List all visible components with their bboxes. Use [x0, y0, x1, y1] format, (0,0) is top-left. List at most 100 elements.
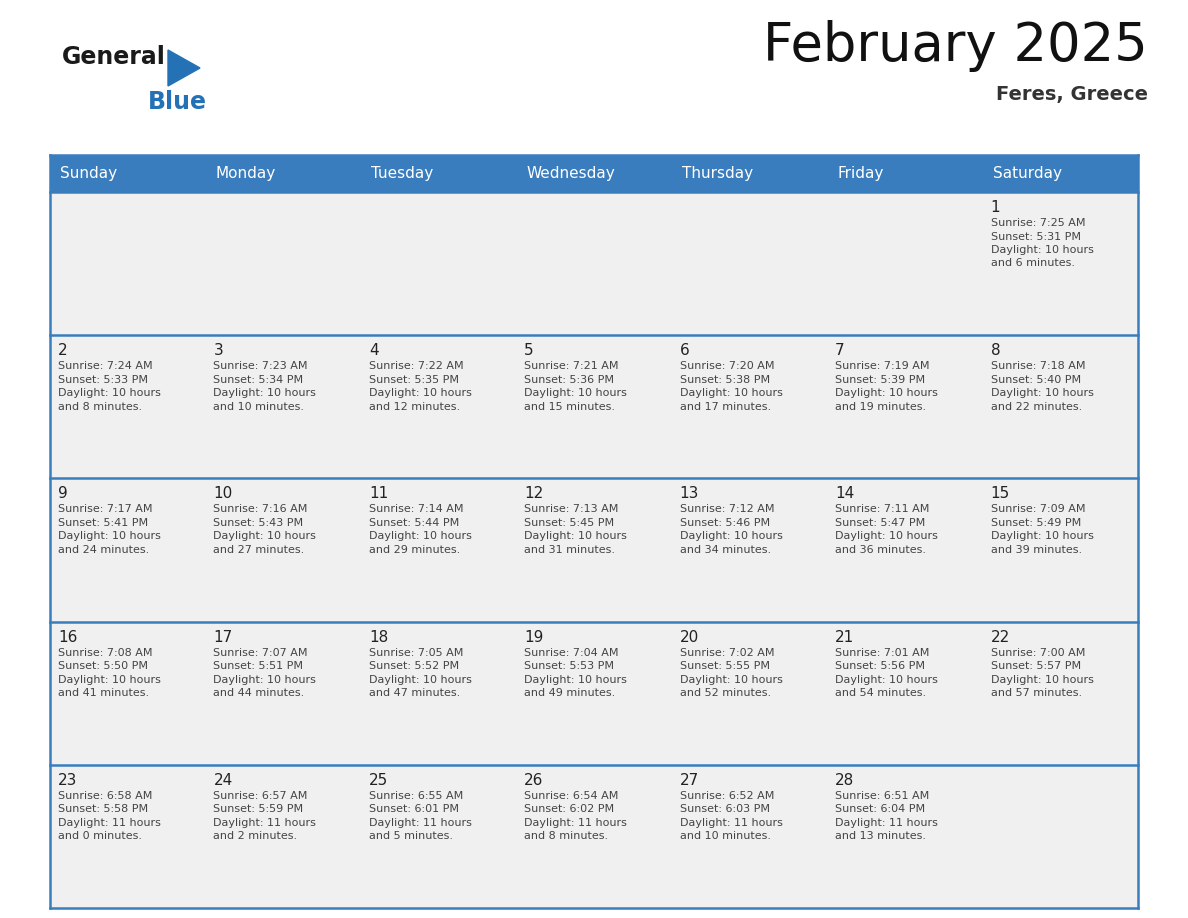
Text: 7: 7 — [835, 343, 845, 358]
Text: Sunset: 5:44 PM: Sunset: 5:44 PM — [368, 518, 459, 528]
Text: Sunrise: 7:08 AM: Sunrise: 7:08 AM — [58, 647, 152, 657]
Text: and 29 minutes.: and 29 minutes. — [368, 545, 460, 554]
Text: 22: 22 — [991, 630, 1010, 644]
Bar — [206, 621, 361, 765]
Text: Daylight: 10 hours: Daylight: 10 hours — [835, 675, 939, 685]
Bar — [827, 621, 982, 765]
Bar — [671, 621, 827, 765]
Text: Friday: Friday — [838, 166, 884, 181]
Text: and 8 minutes.: and 8 minutes. — [524, 832, 608, 841]
Text: Saturday: Saturday — [992, 166, 1062, 181]
Text: Sunset: 5:56 PM: Sunset: 5:56 PM — [835, 661, 925, 671]
Text: Sunrise: 7:22 AM: Sunrise: 7:22 AM — [368, 361, 463, 371]
Bar — [517, 192, 671, 335]
Text: Daylight: 10 hours: Daylight: 10 hours — [368, 675, 472, 685]
Text: 25: 25 — [368, 773, 388, 788]
Text: Sunset: 5:47 PM: Sunset: 5:47 PM — [835, 518, 925, 528]
Bar — [982, 478, 1138, 621]
Text: Sunset: 5:53 PM: Sunset: 5:53 PM — [524, 661, 614, 671]
Bar — [50, 765, 206, 908]
Text: Sunrise: 7:04 AM: Sunrise: 7:04 AM — [524, 647, 619, 657]
Text: Sunrise: 6:51 AM: Sunrise: 6:51 AM — [835, 790, 929, 800]
Bar — [517, 621, 671, 765]
Bar — [982, 192, 1138, 335]
Text: and 19 minutes.: and 19 minutes. — [835, 402, 927, 411]
Text: Sunset: 5:50 PM: Sunset: 5:50 PM — [58, 661, 148, 671]
Text: Daylight: 10 hours: Daylight: 10 hours — [991, 532, 1093, 542]
Text: Daylight: 10 hours: Daylight: 10 hours — [214, 675, 316, 685]
Text: Sunrise: 6:55 AM: Sunrise: 6:55 AM — [368, 790, 463, 800]
Bar — [671, 335, 827, 478]
Text: Daylight: 10 hours: Daylight: 10 hours — [680, 388, 783, 398]
Text: and 49 minutes.: and 49 minutes. — [524, 688, 615, 698]
Text: Monday: Monday — [215, 166, 276, 181]
Text: Sunset: 5:38 PM: Sunset: 5:38 PM — [680, 375, 770, 385]
Text: and 31 minutes.: and 31 minutes. — [524, 545, 615, 554]
Text: Blue: Blue — [148, 90, 207, 114]
Text: and 13 minutes.: and 13 minutes. — [835, 832, 927, 841]
Bar — [827, 335, 982, 478]
Text: Sunset: 5:43 PM: Sunset: 5:43 PM — [214, 518, 304, 528]
Text: and 6 minutes.: and 6 minutes. — [991, 259, 1075, 268]
Text: 24: 24 — [214, 773, 233, 788]
Bar — [517, 478, 671, 621]
Text: Daylight: 11 hours: Daylight: 11 hours — [680, 818, 783, 828]
Text: Daylight: 10 hours: Daylight: 10 hours — [524, 532, 627, 542]
Text: 14: 14 — [835, 487, 854, 501]
Text: Daylight: 10 hours: Daylight: 10 hours — [835, 388, 939, 398]
Text: 5: 5 — [524, 343, 533, 358]
Text: Sunrise: 7:00 AM: Sunrise: 7:00 AM — [991, 647, 1085, 657]
Text: and 8 minutes.: and 8 minutes. — [58, 402, 143, 411]
Bar — [982, 765, 1138, 908]
Text: Daylight: 10 hours: Daylight: 10 hours — [214, 388, 316, 398]
Text: Tuesday: Tuesday — [371, 166, 434, 181]
Text: Daylight: 10 hours: Daylight: 10 hours — [680, 532, 783, 542]
Text: Daylight: 10 hours: Daylight: 10 hours — [991, 388, 1093, 398]
Text: 23: 23 — [58, 773, 77, 788]
Text: Sunset: 5:33 PM: Sunset: 5:33 PM — [58, 375, 148, 385]
Text: Daylight: 10 hours: Daylight: 10 hours — [524, 388, 627, 398]
Text: Sunrise: 7:16 AM: Sunrise: 7:16 AM — [214, 504, 308, 514]
Text: Sunrise: 7:17 AM: Sunrise: 7:17 AM — [58, 504, 152, 514]
Text: February 2025: February 2025 — [763, 20, 1148, 72]
Text: Sunset: 5:52 PM: Sunset: 5:52 PM — [368, 661, 459, 671]
Bar — [50, 192, 206, 335]
Text: and 57 minutes.: and 57 minutes. — [991, 688, 1082, 698]
Bar — [361, 478, 517, 621]
Text: Sunrise: 7:21 AM: Sunrise: 7:21 AM — [524, 361, 619, 371]
Bar — [206, 335, 361, 478]
Text: Sunset: 6:04 PM: Sunset: 6:04 PM — [835, 804, 925, 814]
Bar — [982, 335, 1138, 478]
Text: Sunset: 5:40 PM: Sunset: 5:40 PM — [991, 375, 1081, 385]
Text: and 10 minutes.: and 10 minutes. — [214, 402, 304, 411]
Text: 6: 6 — [680, 343, 689, 358]
Text: Sunrise: 7:13 AM: Sunrise: 7:13 AM — [524, 504, 619, 514]
Text: and 41 minutes.: and 41 minutes. — [58, 688, 150, 698]
Bar — [206, 192, 361, 335]
Text: Sunrise: 7:18 AM: Sunrise: 7:18 AM — [991, 361, 1085, 371]
Text: 28: 28 — [835, 773, 854, 788]
Text: 27: 27 — [680, 773, 699, 788]
Text: 20: 20 — [680, 630, 699, 644]
Text: Daylight: 10 hours: Daylight: 10 hours — [991, 675, 1093, 685]
Bar — [361, 621, 517, 765]
Text: and 34 minutes.: and 34 minutes. — [680, 545, 771, 554]
Text: Sunset: 5:55 PM: Sunset: 5:55 PM — [680, 661, 770, 671]
Text: 11: 11 — [368, 487, 388, 501]
Text: and 5 minutes.: and 5 minutes. — [368, 832, 453, 841]
Bar — [671, 478, 827, 621]
Text: Sunrise: 7:24 AM: Sunrise: 7:24 AM — [58, 361, 152, 371]
Text: Sunset: 5:35 PM: Sunset: 5:35 PM — [368, 375, 459, 385]
Text: 15: 15 — [991, 487, 1010, 501]
Text: Daylight: 10 hours: Daylight: 10 hours — [58, 675, 160, 685]
Text: Daylight: 11 hours: Daylight: 11 hours — [368, 818, 472, 828]
Text: Sunset: 5:49 PM: Sunset: 5:49 PM — [991, 518, 1081, 528]
Text: and 36 minutes.: and 36 minutes. — [835, 545, 927, 554]
Bar — [50, 478, 206, 621]
Text: Sunrise: 7:09 AM: Sunrise: 7:09 AM — [991, 504, 1085, 514]
Text: Daylight: 10 hours: Daylight: 10 hours — [991, 245, 1093, 255]
Text: 26: 26 — [524, 773, 544, 788]
Text: and 22 minutes.: and 22 minutes. — [991, 402, 1082, 411]
Text: 1: 1 — [991, 200, 1000, 215]
Bar — [361, 335, 517, 478]
